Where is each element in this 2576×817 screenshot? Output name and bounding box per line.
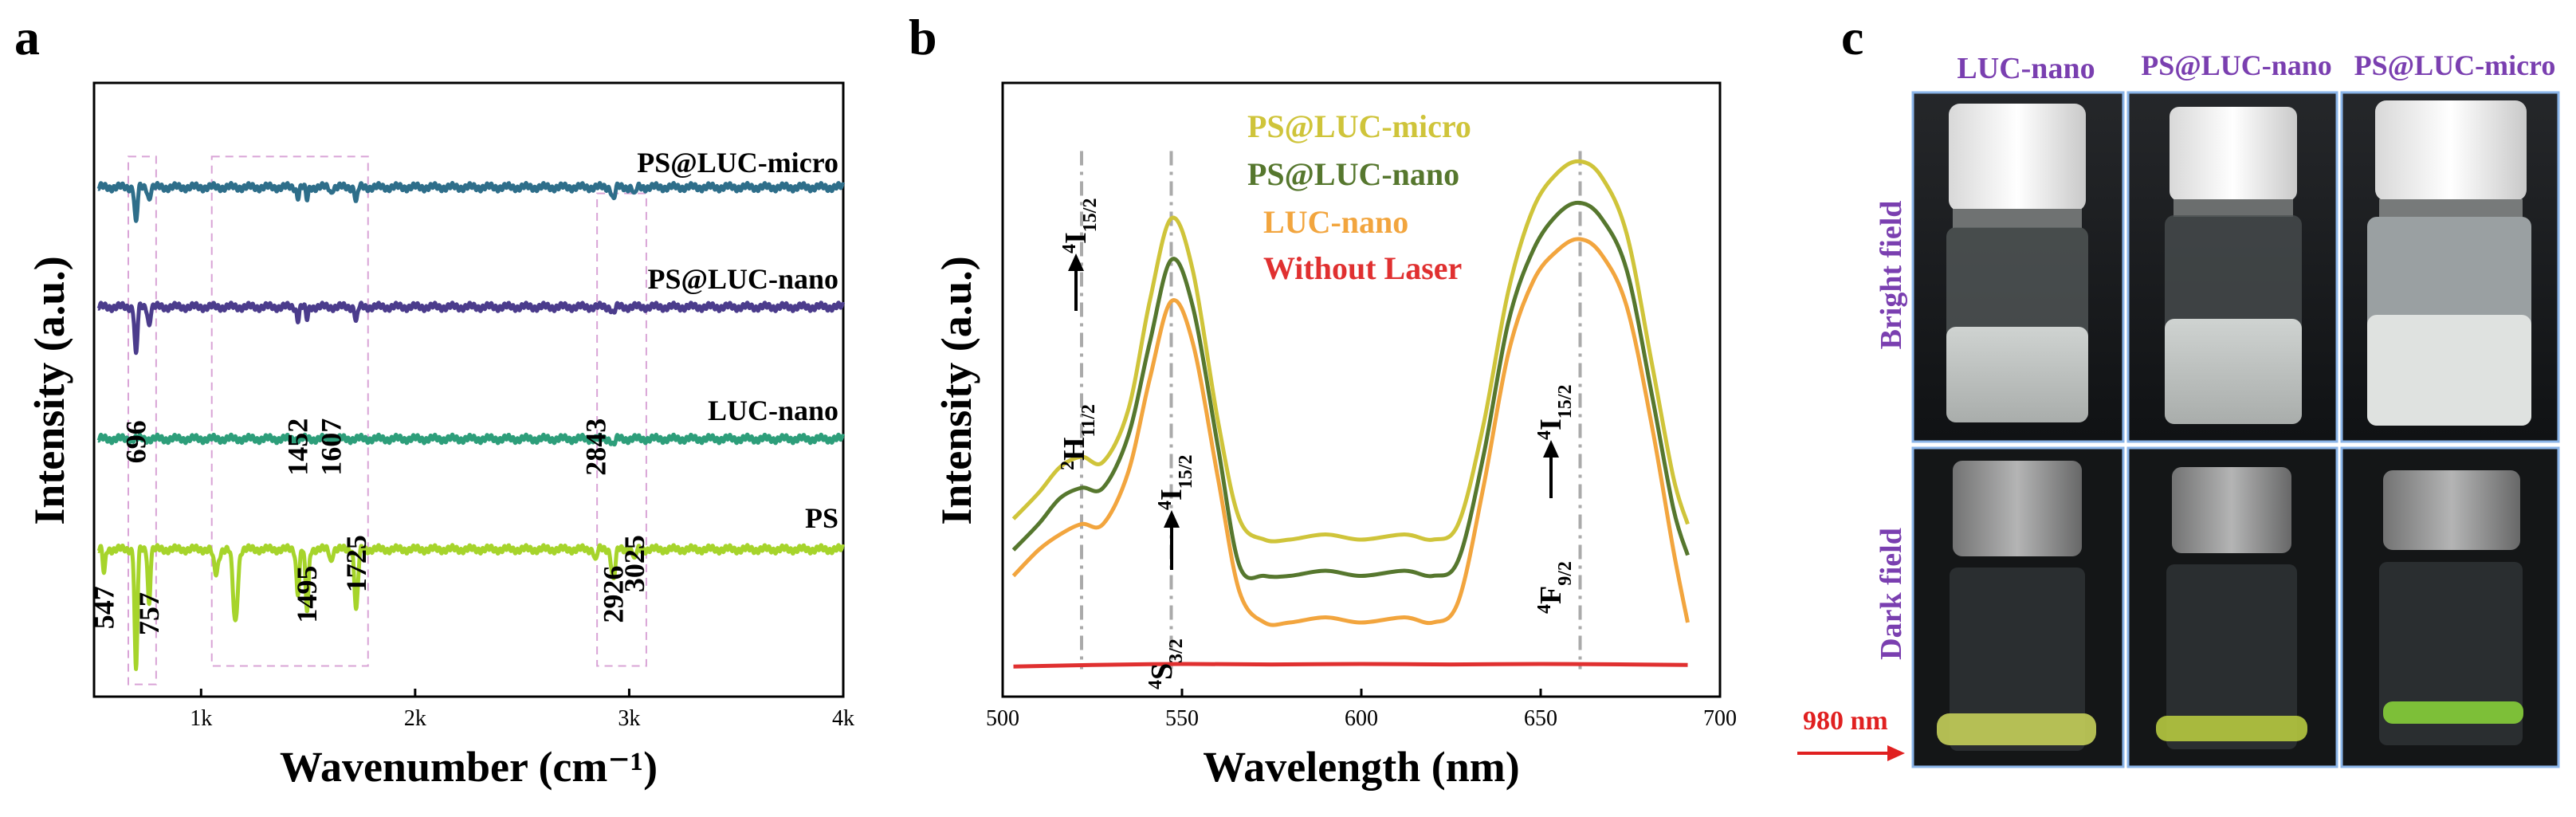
series-line-ps-luc-nano: [96, 300, 846, 355]
band-label: 2843: [579, 418, 611, 476]
emission-lines: [1011, 159, 1690, 669]
legend: PS@LUC-micro PS@LUC-nano LUC-nano Withou…: [1247, 108, 1471, 286]
transition-guides: [1080, 151, 1582, 670]
highlight-box: [127, 155, 157, 685]
laser-glow: [2383, 701, 2523, 724]
vial-body: [1950, 568, 2085, 751]
vial-neck: [2174, 199, 2293, 217]
panel-b-chart: 500 550 600 650 700 PS@LUC-micro PS@LUC-nano…: [933, 81, 1737, 791]
arrow-head: [1543, 440, 1559, 458]
photo-bright-ps-luc-nano: [2126, 91, 2338, 443]
band-label: 2926: [598, 566, 630, 623]
photo-bright-ps-luc-micro: [2340, 91, 2560, 443]
series-line-without-laser: [1013, 662, 1688, 669]
transition-upper-level: 4I15/2: [1534, 385, 1576, 440]
x-axis-ticks: 500 550 600 650 700: [986, 689, 1737, 731]
y-axis-label: Intensity (a.u.): [933, 256, 980, 525]
series-label-ps: PS: [805, 502, 838, 534]
x-tick-label: 500: [986, 706, 1019, 731]
band-label: 696: [120, 420, 152, 463]
panel-letter-a: a: [14, 9, 40, 65]
row-label-bright-field: Bright field: [1875, 201, 1908, 350]
x-tick-label: 1k: [190, 706, 212, 731]
series-label-luc-nano: LUC-nano: [708, 395, 838, 426]
x-tick-label: 2k: [404, 706, 426, 731]
vial-body: [2379, 562, 2523, 745]
x-tick-label: 600: [1345, 706, 1378, 731]
y-axis-label: Intensity (a.u.): [26, 256, 73, 525]
column-label-luc-nano: LUC-nano: [1957, 52, 2095, 85]
x-tick-label: 3k: [618, 706, 640, 731]
vial-cap: [2375, 100, 2527, 201]
highlight-box: [596, 192, 647, 667]
band-label: 1725: [340, 535, 372, 592]
band-label: 547: [88, 586, 120, 629]
laser-glow: [1937, 713, 2096, 745]
vial-cap: [2170, 107, 2297, 201]
x-tick-label: 4k: [832, 706, 854, 731]
series-label-ps-luc-micro: PS@LUC-micro: [637, 147, 838, 179]
photo-bright-luc-nano: [1911, 91, 2125, 443]
laser-arrow-head: [1887, 745, 1905, 761]
highlight-boxes: [127, 155, 647, 685]
vial-body: [2166, 564, 2297, 749]
legend-luc-nano: LUC-nano: [1263, 204, 1408, 240]
series-line-luc-nano: [1011, 237, 1690, 627]
column-label-ps-luc-micro: PS@LUC-micro: [2354, 49, 2556, 81]
row-label-dark-field: Dark field: [1875, 528, 1908, 660]
series-line-ps-luc-micro: [96, 181, 846, 223]
vial-cap: [2172, 467, 2291, 553]
legend-ps-luc-micro: PS@LUC-micro: [1247, 108, 1471, 144]
transition-lower-level: 4F9/2: [1534, 561, 1576, 614]
series-line-luc-nano: [96, 432, 846, 447]
laser-glow: [2156, 716, 2307, 741]
x-tick-label: 700: [1703, 706, 1737, 731]
x-axis-label: Wavelength (nm): [1203, 743, 1520, 791]
vial-neck: [2379, 199, 2523, 218]
legend-ps-luc-nano: PS@LUC-nano: [1247, 156, 1459, 192]
legend-without-laser: Without Laser: [1263, 250, 1462, 286]
x-tick-label: 550: [1165, 706, 1199, 731]
band-label: 3025: [618, 535, 650, 592]
series-line-ps-luc-nano: [1011, 200, 1690, 580]
photo-dark-ps-luc-micro: [2340, 446, 2560, 768]
panel-letter-b: b: [909, 9, 937, 65]
series-label-ps-luc-nano: PS@LUC-nano: [647, 263, 838, 295]
band-label: 1607: [315, 418, 347, 476]
x-axis-label: Wavenumber (cm⁻¹): [280, 743, 658, 791]
band-label: 757: [133, 592, 165, 635]
x-axis-ticks: 1k 2k 3k 4k: [190, 689, 854, 731]
transition-4f9-4i15: 4F9/2 4I15/2: [1534, 385, 1576, 614]
transition-upper-level: 4I15/2: [1155, 455, 1196, 510]
vial-liquid: [1946, 327, 2088, 422]
transition-4s3-4i15: 4S3/2 4I15/2: [1145, 455, 1196, 689]
series-line-ps-luc-micro: [1011, 159, 1690, 544]
highlight-box: [210, 155, 369, 667]
panel-letter-c: c: [1841, 9, 1863, 65]
vial-cap: [1949, 104, 2086, 211]
transition-2h11-4i15: 2H11/2 4I15/2: [1058, 198, 1101, 470]
panel-a-chart: PS@LUC-micro PS@LUC-nano LUC-nano PS 547…: [26, 81, 854, 791]
column-label-ps-luc-nano: PS@LUC-nano: [2141, 49, 2332, 81]
panel-c-photos: LUC-nano PS@LUC-nano PS@LUC-micro Bright…: [1797, 49, 2560, 768]
arrow-head: [1068, 253, 1084, 271]
vial-cap: [1953, 461, 2082, 556]
vial-liquid: [2367, 315, 2531, 426]
plot-frame: [92, 81, 845, 698]
photo-dark-luc-nano: [1911, 446, 2125, 768]
vial-neck: [1953, 209, 2082, 228]
vial-liquid: [2165, 319, 2302, 424]
arrow-head: [1164, 510, 1180, 528]
vial-cap: [2383, 470, 2520, 550]
band-label: 1452: [282, 418, 314, 476]
band-label: 1495: [291, 566, 323, 623]
x-tick-label: 650: [1524, 706, 1557, 731]
series-labels: PS@LUC-micro PS@LUC-nano LUC-nano PS: [637, 147, 838, 534]
photo-dark-ps-luc-nano: [2126, 446, 2338, 768]
laser-wavelength-label: 980 nm: [1803, 706, 1888, 736]
series-line-ps: [96, 543, 846, 671]
spectra-lines: [96, 181, 846, 671]
